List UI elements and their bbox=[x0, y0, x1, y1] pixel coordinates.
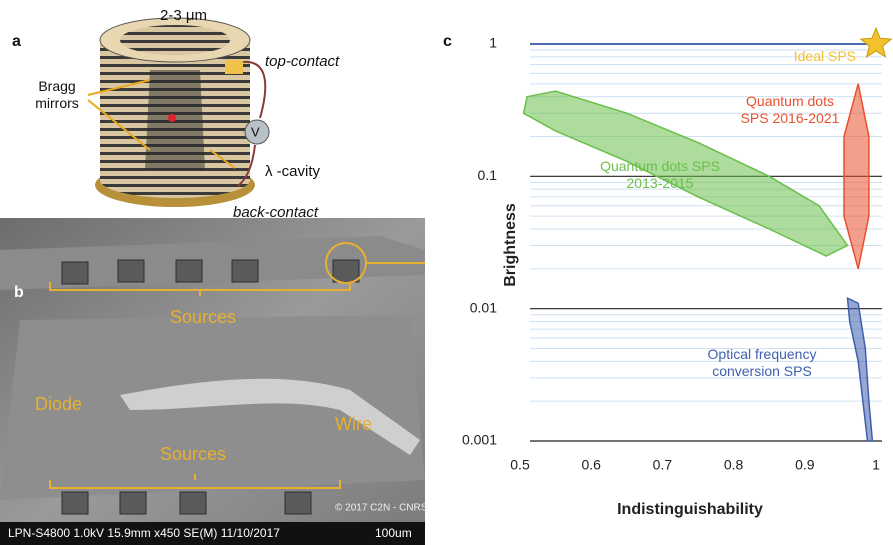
scale-label: 100um bbox=[375, 526, 412, 540]
series-label: Ideal SPS bbox=[793, 48, 856, 64]
y-axis-label: Brightness bbox=[502, 203, 519, 287]
diode-label: Diode bbox=[35, 394, 82, 414]
wire-label: Wire bbox=[335, 414, 372, 434]
series-label: Quantum dots SPS 2013-2015 bbox=[600, 158, 720, 191]
label-box: Quantum dots SPS 2013-2015 bbox=[600, 158, 720, 191]
panel-letter: a bbox=[12, 33, 21, 50]
sources-label: Sources bbox=[160, 444, 226, 464]
cavity-label: λ -cavity bbox=[265, 163, 321, 180]
micropillar-illustration bbox=[87, 17, 270, 207]
x-tick-label: 0.8 bbox=[724, 457, 744, 473]
y-tick-label: 1 bbox=[489, 35, 497, 51]
sem-info: LPN-S4800 1.0kV 15.9mm x450 SE(M) 11/10/… bbox=[8, 526, 280, 540]
x-tick-label: 0.7 bbox=[653, 457, 673, 473]
panel-letter: b bbox=[14, 284, 24, 301]
series-label: Quantum dots SPS 2016-2021 bbox=[740, 93, 840, 126]
sources-label: Sources bbox=[170, 307, 236, 327]
x-tick-label: 0.6 bbox=[581, 457, 601, 473]
top-contact-label: top-contact bbox=[265, 53, 340, 70]
panel-labels: a 2-3 μm top-contact λ -cavity back-cont… bbox=[8, 7, 763, 540]
region bbox=[846, 296, 874, 442]
bragg-label: Bragg mirrors bbox=[35, 78, 79, 111]
sem-image bbox=[0, 218, 425, 545]
bragg-label-box: Bragg mirrors bbox=[35, 78, 79, 111]
x-tick-label: 1 bbox=[872, 457, 880, 473]
label-box: Optical frequency conversion SPS bbox=[707, 346, 817, 379]
x-tick-label: 0.9 bbox=[795, 457, 815, 473]
x-tick-label: 0.5 bbox=[510, 457, 530, 473]
series-label: Optical frequency conversion SPS bbox=[707, 346, 817, 379]
x-axis-label: Indistinguishability bbox=[617, 501, 763, 518]
label-box: Ideal SPS bbox=[793, 48, 856, 64]
y-tick-label: 0.001 bbox=[462, 432, 497, 448]
ideal-star bbox=[859, 26, 893, 58]
y-tick-label: 0.01 bbox=[470, 299, 497, 315]
region bbox=[522, 90, 849, 257]
y-tick-label: 0.1 bbox=[478, 167, 498, 183]
back-contact-label: back-contact bbox=[233, 204, 319, 221]
size-label: 2-3 μm bbox=[160, 7, 207, 24]
panel-letter: c bbox=[443, 33, 452, 50]
region bbox=[843, 83, 870, 269]
label-box: Quantum dots SPS 2016-2021 bbox=[740, 93, 840, 126]
voltage-label: V bbox=[251, 124, 260, 139]
copyright: © 2017 C2N - CNRS bbox=[335, 503, 428, 514]
